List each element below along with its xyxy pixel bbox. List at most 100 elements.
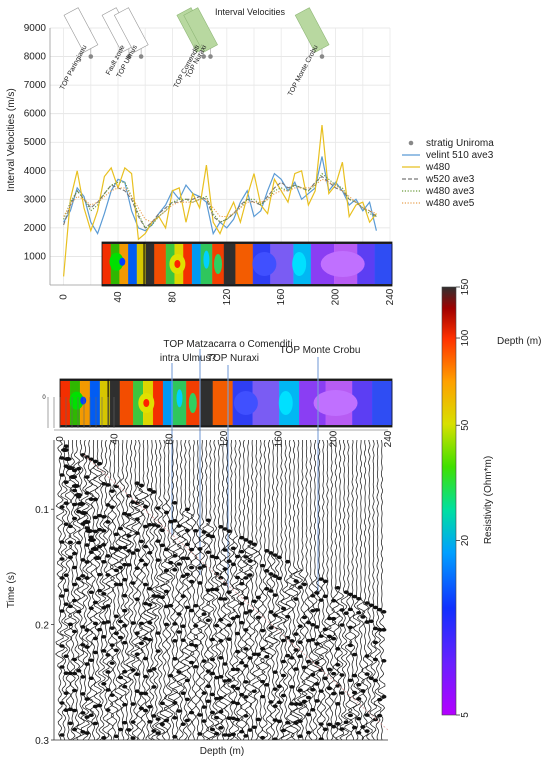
seismic-lobe <box>122 562 128 567</box>
seismic-lobe <box>247 728 253 732</box>
strip-blob <box>109 252 124 271</box>
seismic-lobe <box>63 691 69 695</box>
seismic-lobe <box>331 636 337 641</box>
y-tick-label: 8000 <box>24 52 47 63</box>
seismic-lobe <box>230 732 236 737</box>
seismic-lobe <box>322 727 328 732</box>
seismic-lobe <box>314 608 320 612</box>
seismic-lobe <box>130 621 136 625</box>
seismic-lobe <box>272 574 278 578</box>
seismic-lobe <box>251 599 257 604</box>
seismic-lobe <box>335 586 341 590</box>
seismic-lobe <box>234 575 241 580</box>
seismic-lobe <box>280 638 287 643</box>
strip-cell <box>352 381 373 425</box>
seismic-trace <box>301 440 313 740</box>
y-tick-label: 4000 <box>24 166 47 177</box>
colorbar-ticks: 5 20 50 100 150 <box>456 278 471 718</box>
legend-label: w480 <box>425 162 450 173</box>
seismic-lobe <box>117 727 124 732</box>
colorbar-depth-label: Depth (m) <box>497 336 541 347</box>
seismic-lobe <box>260 563 266 568</box>
seismic-lobe <box>285 653 291 658</box>
seismic-lobe <box>381 695 387 699</box>
seismic-lobe <box>205 518 211 523</box>
seismic-lobe <box>335 702 341 706</box>
seismic-lobe <box>343 720 349 725</box>
seismic-lobe <box>356 610 362 615</box>
seismic-lobe <box>84 526 90 530</box>
seismic-lobe <box>155 649 161 653</box>
seismic-lobe <box>180 722 186 727</box>
seismic-trace <box>59 440 70 740</box>
seismic-lobe <box>117 582 124 587</box>
legend-label: velint 510 ave3 <box>426 150 494 161</box>
seismic-lobe <box>377 627 383 632</box>
seismic-lobe <box>193 664 199 669</box>
seismic-lobe <box>113 568 119 573</box>
seismic-trace <box>88 440 99 740</box>
strip-blob <box>188 393 197 413</box>
seismic-trace <box>377 440 387 740</box>
seismic-lobe <box>339 673 345 677</box>
seismic-lobe <box>84 697 90 701</box>
seismic-lobe <box>347 713 353 718</box>
seismic-lobe <box>280 606 287 611</box>
seismic-lobe <box>272 687 278 691</box>
seismic-lobe <box>130 702 136 706</box>
seismic-lobe <box>268 551 274 555</box>
seismic-lobe <box>71 468 78 473</box>
seismic-lobe <box>59 456 65 460</box>
seismic-lobe <box>226 733 232 737</box>
seismic-lobe <box>76 466 82 471</box>
seismic-lobe <box>251 725 257 730</box>
seismic-lobe <box>184 697 190 702</box>
seismic-lobe <box>67 524 73 529</box>
seismic-lobe <box>63 444 69 448</box>
seismic-lobe <box>368 619 374 624</box>
seismic-lobe <box>168 603 174 608</box>
seismic-lobe <box>122 702 128 707</box>
strip-blob <box>313 390 358 416</box>
seismic-lobe <box>230 546 236 551</box>
strip-cell <box>199 381 214 425</box>
seismic-lobe <box>243 538 249 542</box>
seismic-lobe <box>322 676 328 681</box>
seismic-lobe <box>193 603 199 608</box>
seismic-lobe <box>234 667 241 672</box>
seismic-lobe <box>188 608 195 613</box>
seismic-trace <box>284 440 296 740</box>
strip-blob <box>176 389 183 408</box>
seismic-lobe <box>218 525 224 529</box>
legend-item: w480 ave5 <box>402 198 475 209</box>
seismic-trace <box>113 440 124 740</box>
seismic-lobe <box>155 717 161 721</box>
seismic-lobe <box>226 529 232 533</box>
seismic-lobe <box>234 717 241 722</box>
first-break-line <box>83 454 388 731</box>
seismic-lobe <box>331 616 337 621</box>
seismic-trace <box>339 440 350 740</box>
seismic-lobe <box>90 547 99 551</box>
seismic-lobe <box>101 559 107 564</box>
seismic-lobe <box>297 624 303 629</box>
strip-cell <box>109 381 121 425</box>
seismic-lobe <box>92 650 99 655</box>
seismic-lobe <box>71 516 78 521</box>
seismic-lobe <box>297 734 303 739</box>
seismic-lobe <box>163 589 170 594</box>
seismic-lobe <box>356 596 362 601</box>
seismic-trace <box>242 440 254 740</box>
strip-blob <box>119 257 126 266</box>
legend-item: w480 <box>402 162 450 173</box>
seismic-trace <box>171 440 183 740</box>
seismic-lobe <box>293 667 299 671</box>
seismic-lobe <box>197 713 203 717</box>
strip-blob <box>80 396 87 405</box>
seismic-lobe <box>88 713 94 718</box>
seismic-lobe <box>74 493 83 497</box>
seismic-trace <box>255 440 266 740</box>
seismic-lobe <box>201 659 207 663</box>
y-tick-label: 5000 <box>24 137 47 148</box>
seismic-annotation: TOP Matzacarra o Comenditi <box>163 339 292 350</box>
